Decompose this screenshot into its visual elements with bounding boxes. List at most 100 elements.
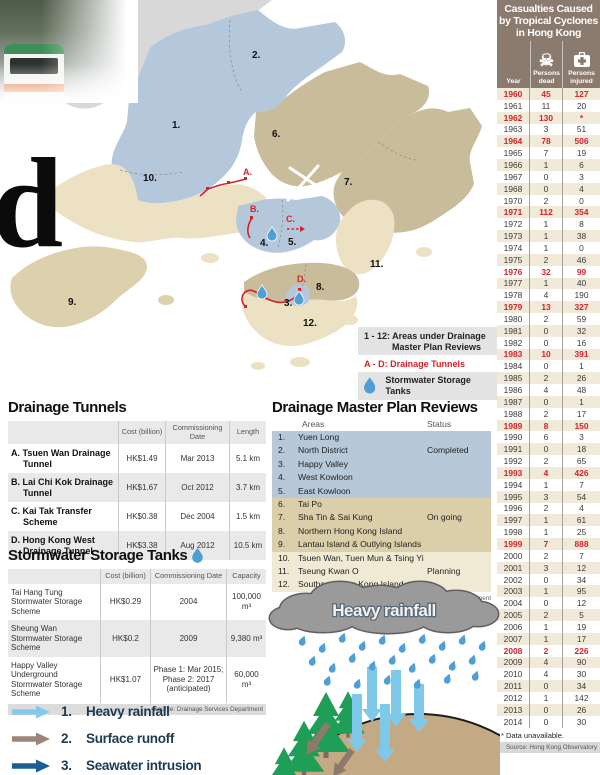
area-number: 12. [278,579,290,590]
year-cell: 2006 [497,620,530,633]
map-region-label: 9. [68,297,77,308]
tank-cell: 100,000 m³ [226,583,266,620]
master-plan-row: 6. Tai Po [272,498,491,511]
year-cell: 1987 [497,395,530,408]
tunnel-cell: 3.7 km [229,473,266,502]
dead-cell: 112 [530,206,563,219]
map-region-8 [244,262,360,302]
injured-cell: 7 [579,550,584,561]
map-region-label: 3. [284,298,293,309]
raindrop [328,662,336,673]
casualty-row: 2000 2 7 [497,549,600,562]
dead-cell: 0 [530,395,563,408]
injured-cell: 142 [574,692,589,703]
water-drop-icon [364,377,376,394]
raindrop [348,652,356,663]
year-cell: 2001 [497,561,530,574]
casualty-row: 1996 2 4 [497,502,600,515]
dead-cell: 3 [530,123,563,136]
injured-cell: 25 [576,527,587,538]
tunnel-cell: A. Tsuen Wan Drainage Tunnel [11,448,111,469]
casualty-row: 1967 0 3 [497,170,600,183]
dead-cell: 7 [530,147,563,160]
raindrop [408,662,416,673]
casualty-row: 2011 0 34 [497,680,600,693]
map-region-kowloon [236,196,341,253]
dead-cell: 0 [530,680,563,693]
raindrop [353,678,361,689]
year-cell: 2000 [497,549,530,562]
map-tunnel-label: D. [297,274,306,284]
area-status [427,485,491,498]
year-cell: 1988 [497,407,530,420]
raindrop [358,640,366,651]
tunnel-a-line [199,178,247,197]
master-plan-title: Drainage Master Plan Reviews [272,399,478,416]
year-column-header: Year [506,77,521,85]
area-status [427,471,491,484]
tank-cell: HK$0.29 [100,583,150,620]
year-cell: 1967 [497,170,530,183]
casualty-row: 1971 112 354 [497,206,600,219]
dead-cell: 1 [530,692,563,704]
injured-cell: 4 [579,183,584,194]
year-cell: 1980 [497,313,530,325]
casualty-row: 1973 1 38 [497,230,600,242]
master-plan-header-row: Areas Status [302,419,452,429]
cloud-label: Heavy rainfall [332,601,436,620]
flow-legend-row: 2. Surface runoff [12,725,201,752]
map-region-label: 8. [316,282,325,293]
injured-cell: 90 [576,657,587,668]
dead-cell: 0 [530,443,563,456]
dead-cell: 0 [530,715,563,728]
year-cell: 1978 [497,289,530,302]
map-region-north-blue [111,10,346,204]
injured-cell: 190 [574,290,589,301]
year-cell: 1968 [497,182,530,195]
casualties-header: Casualties Caused by Tropical Cyclones i… [497,0,600,88]
dead-cell: 3 [530,561,563,574]
injured-cell: 59 [576,313,587,324]
injured-cell: 391 [574,349,589,360]
injured-cell: 7 [579,479,584,490]
area-status [427,525,491,538]
casualty-row: 1993 4 426 [497,467,600,479]
map-region-12 [242,292,358,346]
dead-column-header: ☠ Persons dead [530,41,563,88]
map-tunnel-label: C. [286,214,295,224]
dead-cell: 2 [530,502,563,515]
tank-cell: HK$0.2 [100,620,150,657]
area-name: Northern Hong Kong Island [298,525,403,536]
dead-cell: 11 [530,99,563,112]
year-cell: 1998 [497,526,530,539]
tunnel-cell: Oct 2012 [165,473,229,502]
first-aid-icon [573,52,590,67]
raindrop [298,635,306,646]
raindrop [448,660,456,671]
area-number: 8. [278,525,286,536]
dead-cell: 3 [530,490,563,503]
rainfall-arrow [386,670,406,727]
tank-row: Tai Hang Tung Stormwater Storage Scheme H… [8,583,266,620]
raindrop [418,633,426,644]
casualty-row: 2004 0 12 [497,597,600,610]
injured-cell: 30 [576,716,587,727]
area-name: Happy Valley [298,458,348,469]
area-name: Yuen Long [298,432,340,442]
year-cell: 1975 [497,253,530,266]
injured-cell: 1 [579,361,584,372]
year-cell: 1984 [497,360,530,373]
raindrop [318,642,326,653]
surface-runoff-arrows [306,721,355,775]
dead-cell: 130 [530,111,563,124]
area-number: 10. [278,552,290,563]
casualty-row: 1990 6 3 [497,431,600,444]
raindrop [383,674,391,685]
master-plan-row: 8. Northern Hong Kong Island [272,525,491,538]
injured-cell: 34 [576,574,587,585]
dead-cell: 0 [530,170,563,183]
injured-cell: 0 [579,242,584,253]
area-number: 3. [278,458,286,469]
year-cell: 1970 [497,194,530,207]
dead-cell: 4 [530,656,563,669]
